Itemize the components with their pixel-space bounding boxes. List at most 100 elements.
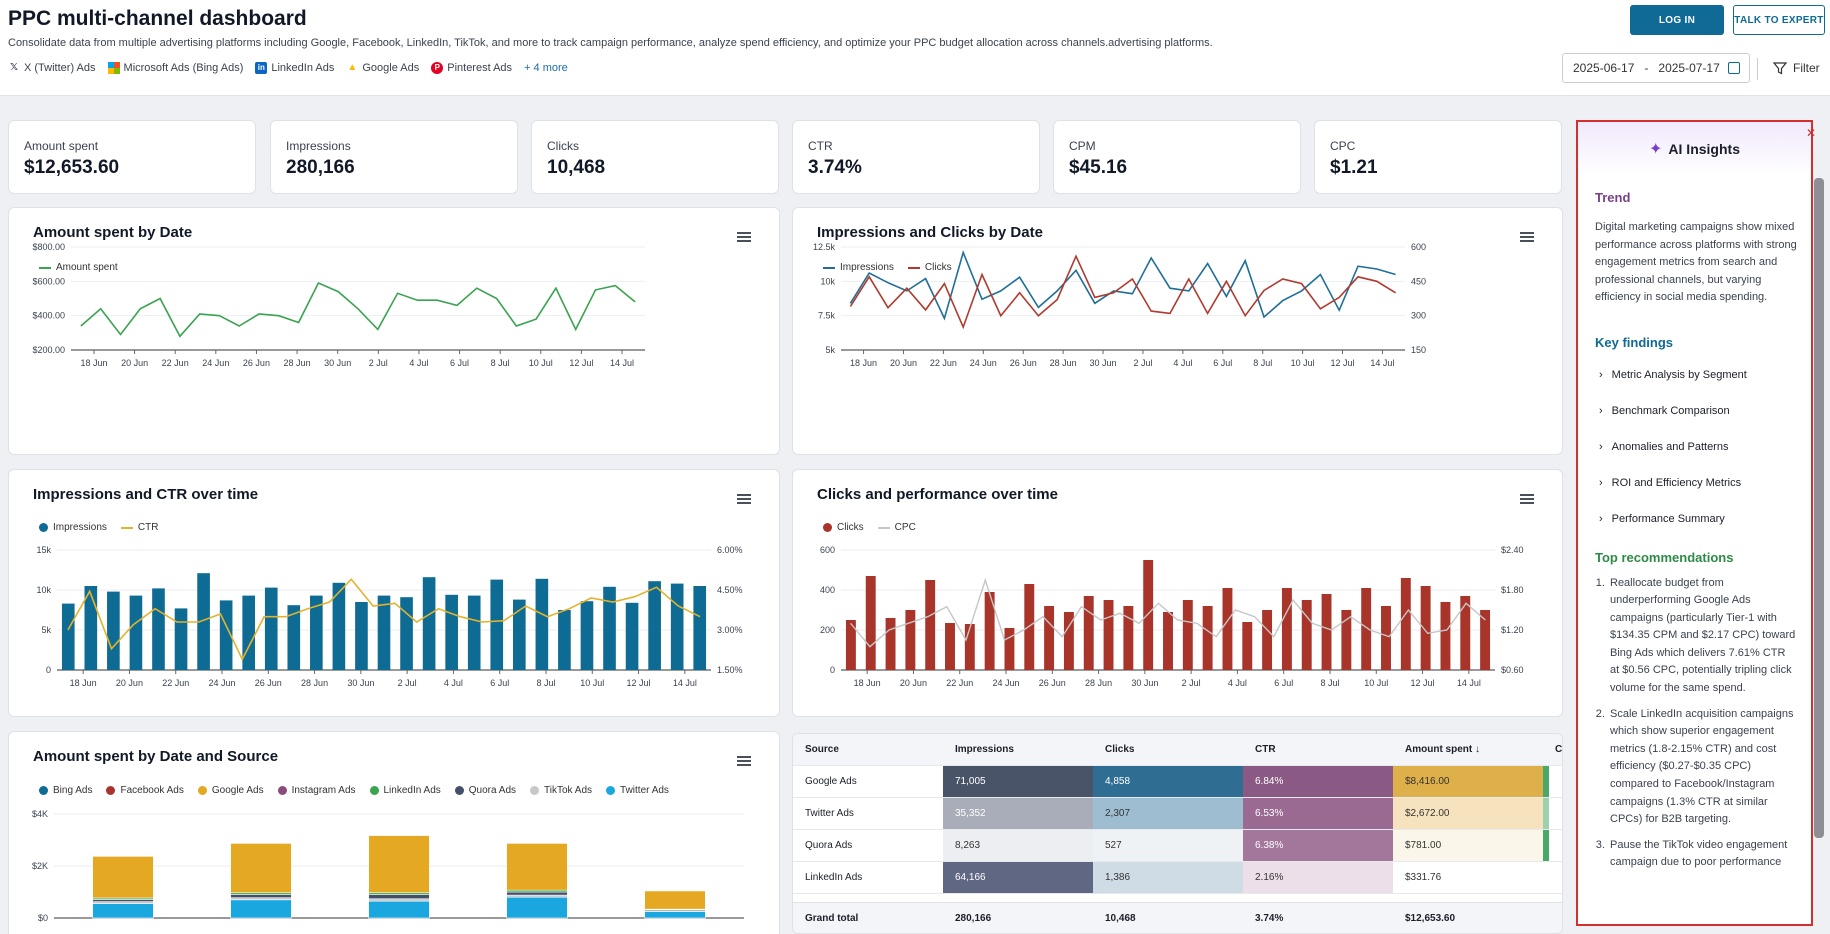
legend-item[interactable]: CPC xyxy=(877,522,916,533)
legend-item[interactable]: Google Ads xyxy=(197,785,264,796)
chart-menu-icon[interactable] xyxy=(1520,494,1534,504)
legend-dot-icon xyxy=(39,523,48,532)
bar-impressions xyxy=(445,594,458,670)
cell-source: Google Ads xyxy=(805,776,857,787)
legend-item[interactable]: Clicks xyxy=(907,262,952,273)
x-tick-label: 14 Jul xyxy=(610,358,634,368)
bar-impressions xyxy=(535,578,549,670)
date-range-picker[interactable]: 2025-06-17 - 2025-07-17 xyxy=(1562,53,1750,83)
x-tick-label: 8 Jul xyxy=(536,678,555,688)
legend-item[interactable]: CTR xyxy=(120,522,158,533)
source-linkedin[interactable]: in LinkedIn Ads xyxy=(255,62,334,74)
series-line-cpc xyxy=(850,577,1486,648)
calendar-icon xyxy=(1728,62,1740,74)
y-tick-label: $4K xyxy=(32,809,48,819)
finding-item[interactable]: › Metric Analysis by Segment xyxy=(1599,369,1747,381)
col-c[interactable]: C xyxy=(1555,744,1563,755)
cell-total-amount: $12,653.60 xyxy=(1405,912,1456,924)
chart-menu-icon[interactable] xyxy=(737,494,751,504)
more-sources-link[interactable]: + 4 more xyxy=(524,62,568,74)
source-pinterest[interactable]: P Pinterest Ads xyxy=(431,62,512,74)
bar-impressions xyxy=(242,595,256,670)
legend-item[interactable]: Clicks xyxy=(823,522,864,533)
y-tick-label: 15k xyxy=(36,545,51,555)
chart-clicks-performance: Clicks and performance over time Clicks … xyxy=(792,469,1563,717)
close-panel-icon[interactable]: ✕ xyxy=(1806,126,1817,140)
y2-tick-label: $0.60 xyxy=(1501,665,1524,675)
x-tick-label: 24 Jun xyxy=(992,678,1019,688)
legend-item[interactable]: Instagram Ads xyxy=(277,785,356,796)
x-tick-label: 14 Jul xyxy=(673,678,697,688)
x-tick-label: 18 Jun xyxy=(70,678,97,688)
table-row[interactable]: Twitter Ads 35,352 2,307 6.53% $2,672.00 xyxy=(793,798,1562,830)
x-tick-label: 2 Jul xyxy=(369,358,388,368)
legend-line-icon xyxy=(907,266,920,269)
talk-to-expert-button[interactable]: TALK TO EXPERT xyxy=(1733,5,1825,35)
bar-clicks xyxy=(1123,606,1134,670)
sparkle-icon: ✦ xyxy=(1649,141,1663,158)
bar-clicks xyxy=(1361,588,1372,670)
pinterest-icon: P xyxy=(431,62,444,74)
bar-impressions xyxy=(152,588,165,670)
col-impressions[interactable]: Impressions xyxy=(955,744,1014,755)
divider xyxy=(1757,58,1758,80)
x-tick-label: 26 Jun xyxy=(1039,678,1066,688)
chart-legend: Impressions CTR xyxy=(39,522,158,533)
x-tick-label: 14 Jul xyxy=(1457,678,1481,688)
legend-item[interactable]: Facebook Ads xyxy=(106,785,184,796)
stacked-bar-segment xyxy=(506,896,568,919)
finding-item[interactable]: › Benchmark Comparison xyxy=(1599,405,1730,417)
chart-legend: Bing Ads Facebook Ads Google Ads Instagr… xyxy=(39,785,669,796)
panel-scrollbar[interactable] xyxy=(1814,178,1824,838)
legend-item[interactable]: Amount spent xyxy=(39,262,118,273)
x-tick-label: 12 Jul xyxy=(569,358,593,368)
legend-item[interactable]: Bing Ads xyxy=(39,785,92,796)
chart-plot: 15k 6.00% 10k 4.50% 5k 3.00% 0 1.50% 18 Jun 20 Ju… xyxy=(36,545,743,688)
legend-item[interactable]: TikTok Ads xyxy=(530,785,592,796)
y-tick-label: 12.5k xyxy=(813,242,836,252)
table-row[interactable]: Quora Ads 8,263 527 6.38% $781.00 xyxy=(793,830,1562,862)
y2-tick-label: $1.80 xyxy=(1501,585,1524,595)
y-tick-label: $200.00 xyxy=(32,345,65,355)
legend-dot-icon xyxy=(39,786,48,795)
y2-tick-label: 6.00% xyxy=(717,545,743,555)
legend-item[interactable]: Twitter Ads xyxy=(606,785,669,796)
finding-item[interactable]: › Performance Summary xyxy=(1599,513,1725,525)
source-microsoft[interactable]: Microsoft Ads (Bing Ads) xyxy=(107,62,243,74)
cell-c-color xyxy=(1543,798,1549,829)
legend-item[interactable]: LinkedIn Ads xyxy=(369,785,441,796)
col-clicks[interactable]: Clicks xyxy=(1105,744,1135,755)
chevron-right-icon: › xyxy=(1599,513,1603,525)
legend-item[interactable]: Impressions xyxy=(39,522,107,533)
legend-item[interactable]: Impressions xyxy=(823,262,894,273)
legend-item[interactable]: Quora Ads xyxy=(454,785,516,796)
col-source[interactable]: Source xyxy=(805,744,839,755)
bar-clicks xyxy=(1242,622,1253,670)
chart-menu-icon[interactable] xyxy=(1520,232,1534,242)
legend-dot-icon xyxy=(454,786,464,795)
login-button[interactable]: LOG IN xyxy=(1630,5,1724,35)
finding-item[interactable]: › ROI and Efficiency Metrics xyxy=(1599,477,1742,489)
chart-menu-icon[interactable] xyxy=(737,756,751,766)
source-google[interactable]: ▲ Google Ads xyxy=(347,62,420,74)
cell-ctr: 6.38% xyxy=(1243,830,1393,861)
table-row[interactable]: Google Ads 71,005 4,858 6.84% $8,416.00 xyxy=(793,766,1562,798)
bar-impressions xyxy=(670,583,684,670)
x-tick-label: 12 Jul xyxy=(1331,358,1355,368)
col-amount-spent[interactable]: Amount spent ↓ xyxy=(1405,744,1480,755)
filter-button[interactable]: Filter xyxy=(1773,61,1820,75)
bar-clicks xyxy=(984,592,995,670)
table-row[interactable]: LinkedIn Ads 64,166 1,386 2.16% $331.76 xyxy=(793,862,1562,894)
stacked-bar-segment xyxy=(368,898,430,902)
date-to: 2025-07-17 xyxy=(1658,61,1720,75)
x-tick-label: 30 Jun xyxy=(324,358,351,368)
col-ctr[interactable]: CTR xyxy=(1255,744,1276,755)
finding-item[interactable]: › Anomalies and Patterns xyxy=(1599,441,1729,453)
chart-menu-icon[interactable] xyxy=(737,232,751,242)
stacked-bar-segment xyxy=(644,911,706,919)
y-tick-label: 0 xyxy=(830,665,835,675)
bar-clicks xyxy=(845,620,856,670)
stacked-bar-segment xyxy=(644,890,706,910)
